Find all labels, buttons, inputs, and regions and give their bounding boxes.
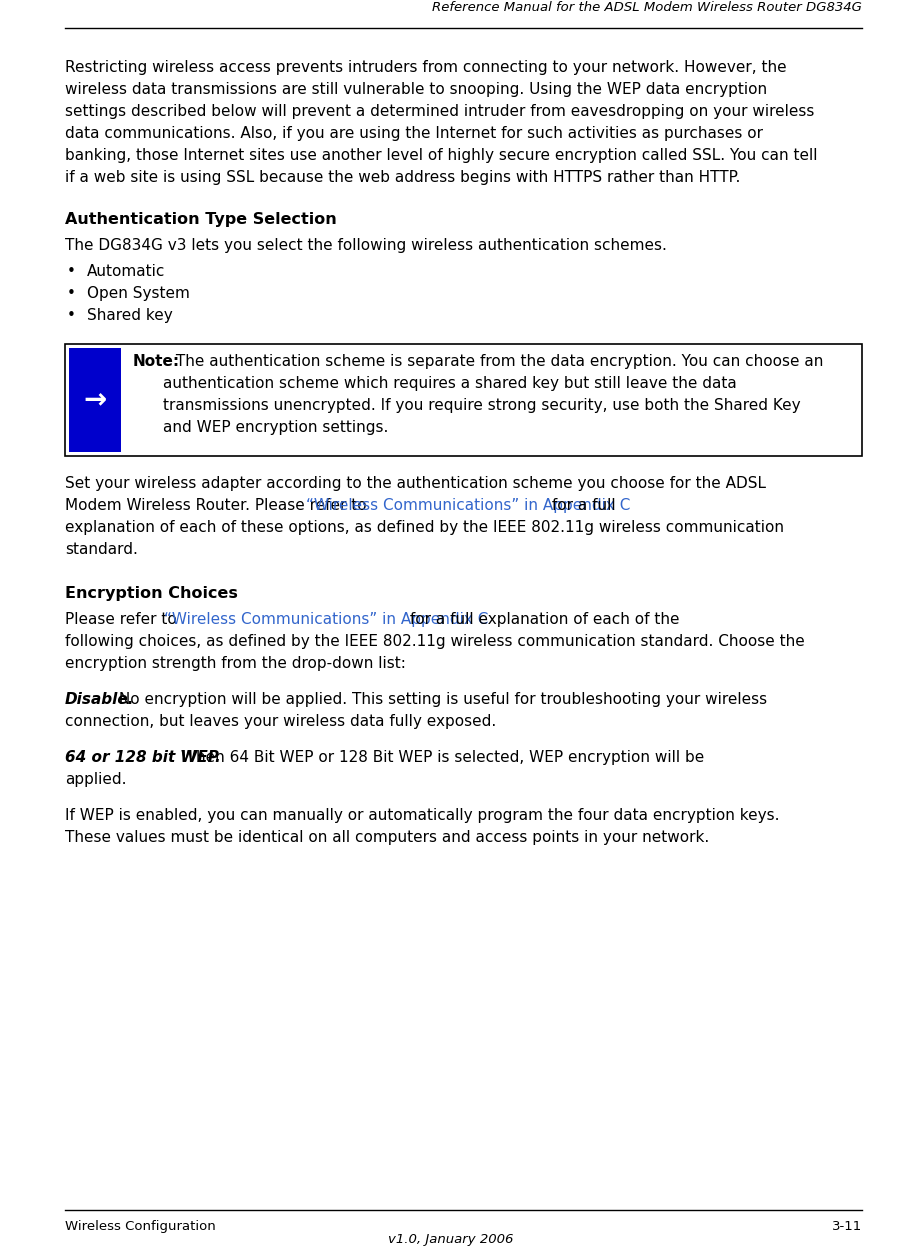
Text: authentication scheme which requires a shared key but still leave the data: authentication scheme which requires a s… (163, 377, 737, 392)
Text: data communications. Also, if you are using the Internet for such activities as : data communications. Also, if you are us… (65, 126, 763, 141)
Text: settings described below will prevent a determined intruder from eavesdropping o: settings described below will prevent a … (65, 104, 815, 118)
Text: Automatic: Automatic (87, 264, 166, 279)
Text: encryption strength from the drop-down list:: encryption strength from the drop-down l… (65, 656, 405, 671)
Text: banking, those Internet sites use another level of highly secure encryption call: banking, those Internet sites use anothe… (65, 148, 817, 163)
Text: Open System: Open System (87, 286, 190, 301)
Text: Modem Wireless Router. Please refer to: Modem Wireless Router. Please refer to (65, 498, 371, 513)
Text: The DG834G v3 lets you select the following wireless authentication schemes.: The DG834G v3 lets you select the follow… (65, 238, 667, 253)
Text: Note:: Note: (133, 354, 180, 369)
Text: •: • (67, 308, 76, 323)
Text: Set your wireless adapter according to the authentication scheme you choose for : Set your wireless adapter according to t… (65, 476, 766, 491)
Text: 3-11: 3-11 (832, 1220, 862, 1233)
Text: Restricting wireless access prevents intruders from connecting to your network. : Restricting wireless access prevents int… (65, 60, 787, 75)
Text: wireless data transmissions are still vulnerable to snooping. Using the WEP data: wireless data transmissions are still vu… (65, 82, 767, 97)
Text: for a full explanation of each of the: for a full explanation of each of the (405, 612, 679, 627)
Text: if a web site is using SSL because the web address begins with HTTPS rather than: if a web site is using SSL because the w… (65, 170, 741, 185)
Text: No encryption will be applied. This setting is useful for troubleshooting your w: No encryption will be applied. This sett… (114, 692, 768, 707)
Text: Authentication Type Selection: Authentication Type Selection (65, 212, 337, 227)
Text: following choices, as defined by the IEEE 802.11g wireless communication standar: following choices, as defined by the IEE… (65, 633, 805, 648)
Text: “Wireless Communications” in Appendix C: “Wireless Communications” in Appendix C (306, 498, 631, 513)
Text: 64 or 128 bit WEP.: 64 or 128 bit WEP. (65, 749, 221, 764)
Text: “Wireless Communications” in Appendix C: “Wireless Communications” in Appendix C (164, 612, 488, 627)
Text: •: • (67, 286, 76, 301)
Bar (69, 348, 121, 451)
Text: and WEP encryption settings.: and WEP encryption settings. (163, 420, 388, 435)
Text: for a full: for a full (547, 498, 615, 513)
Text: If WEP is enabled, you can manually or automatically program the four data encry: If WEP is enabled, you can manually or a… (65, 808, 779, 823)
Text: v1.0, January 2006: v1.0, January 2006 (387, 1233, 514, 1246)
Text: applied.: applied. (65, 772, 126, 787)
Text: Reference Manual for the ADSL Modem Wireless Router DG834G: Reference Manual for the ADSL Modem Wire… (432, 1, 862, 14)
Text: These values must be identical on all computers and access points in your networ: These values must be identical on all co… (65, 831, 709, 845)
Text: Wireless Configuration: Wireless Configuration (65, 1220, 215, 1233)
Text: Shared key: Shared key (87, 308, 173, 323)
Text: transmissions unencrypted. If you require strong security, use both the Shared K: transmissions unencrypted. If you requir… (163, 398, 801, 413)
Text: Encryption Choices: Encryption Choices (65, 586, 238, 601)
Bar (65, 344, 862, 456)
Text: connection, but leaves your wireless data fully exposed.: connection, but leaves your wireless dat… (65, 715, 496, 729)
Text: explanation of each of these options, as defined by the IEEE 802.11g wireless co: explanation of each of these options, as… (65, 520, 784, 535)
Text: •: • (67, 264, 76, 279)
Text: standard.: standard. (65, 542, 138, 557)
Text: Disable.: Disable. (65, 692, 134, 707)
Text: The authentication scheme is separate from the data encryption. You can choose a: The authentication scheme is separate fr… (171, 354, 824, 369)
Text: →: → (84, 387, 106, 414)
Text: Please refer to: Please refer to (65, 612, 182, 627)
Text: When 64 Bit WEP or 128 Bit WEP is selected, WEP encryption will be: When 64 Bit WEP or 128 Bit WEP is select… (177, 749, 705, 764)
